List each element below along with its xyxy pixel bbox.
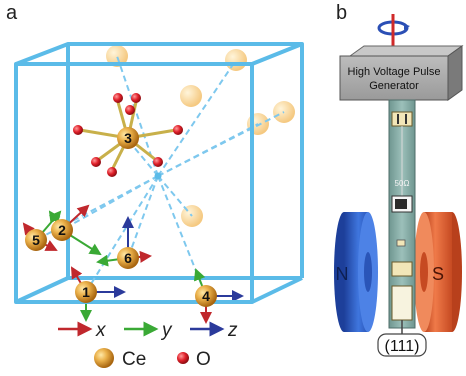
atom-label-2: 2 <box>58 222 66 238</box>
generator-label-line1: High Voltage Pulse <box>348 66 441 78</box>
circuit-board: 50Ω <box>388 99 416 329</box>
generator-label-line2: Generator <box>369 80 419 92</box>
axis-legend-y: y <box>160 320 173 341</box>
atom-label-6: 6 <box>124 250 132 266</box>
axis-legend-z: z <box>227 320 238 341</box>
resistor-label: 50Ω <box>395 179 410 188</box>
ce-atom-6: 6 <box>117 247 139 269</box>
crystal-label: (111) <box>377 320 427 357</box>
atom-label-3: 3 <box>124 130 132 146</box>
ce-atom-4: 4 <box>195 285 217 307</box>
atom-label-4: 4 <box>202 288 210 304</box>
ce-atom-2: 2 <box>51 219 73 241</box>
atom-label-5: 5 <box>32 232 40 248</box>
species-legend-ce: Ce <box>122 349 146 370</box>
magnet-n-label: N <box>336 264 349 284</box>
species-legend-o: O <box>196 349 211 370</box>
unit-cell-front <box>14 62 303 304</box>
crystal-orientation-label: (111) <box>385 338 420 355</box>
cell-center-point <box>154 172 162 180</box>
panel-b-letter: b <box>336 2 348 24</box>
ce-atom-5: 5 <box>25 229 47 251</box>
magnet-s-label: S <box>432 264 444 284</box>
axis-legend-x: x <box>95 320 107 341</box>
panel-a-letter: a <box>6 2 18 24</box>
atom-label-1: 1 <box>82 284 90 300</box>
pulse-generator: High Voltage Pulse Generator <box>339 45 464 101</box>
species-legend: Ce O <box>94 348 211 370</box>
magnet-n: N <box>334 212 378 332</box>
ce-atom-1: 1 <box>75 281 97 303</box>
ce-atom-3: 3 <box>117 127 139 149</box>
magnet-s: S <box>414 212 462 332</box>
axis-legend: x y z <box>58 320 238 341</box>
rotation-icon <box>377 14 410 46</box>
